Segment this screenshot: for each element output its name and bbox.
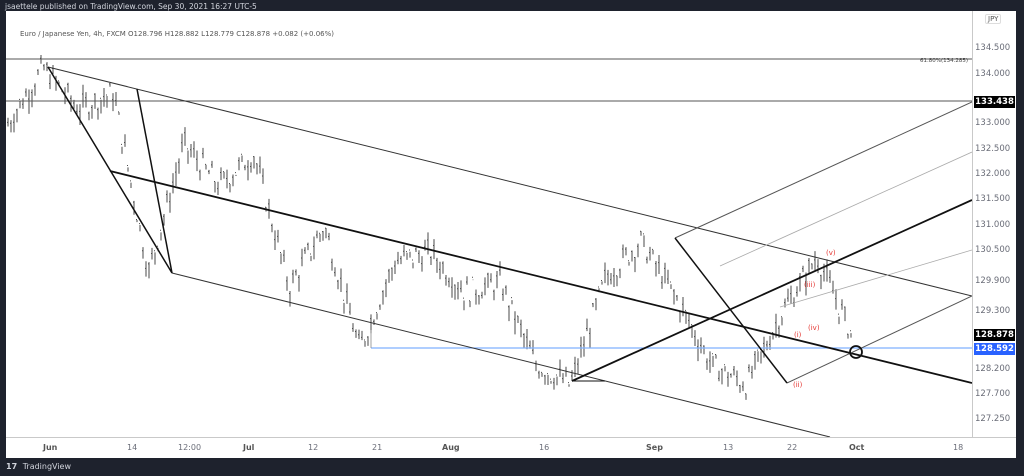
price-tick: 129.300: [975, 306, 1011, 316]
wave-label-ii: (ii): [793, 381, 803, 389]
publisher-line: jsaettele published on TradingView.com, …: [5, 2, 257, 11]
price-tick: 131.000: [975, 220, 1011, 230]
target-circle: [849, 345, 863, 359]
chart-legend: Euro / Japanese Yen, 4h, FXCM O128.796 H…: [20, 30, 334, 38]
time-tick: 12: [308, 443, 319, 452]
price-tick: 129.900: [975, 276, 1011, 286]
time-tick: 18: [953, 443, 964, 452]
price-tag-last: 128.878: [974, 329, 1015, 341]
wave-label-iv: (iv): [808, 324, 820, 332]
time-tick: Sep: [646, 443, 663, 452]
tradingview-branding[interactable]: 17 TradingView: [6, 462, 71, 471]
price-tick: 134.500: [975, 43, 1011, 53]
time-tick: 14: [127, 443, 138, 452]
ohlc-bars: [7, 55, 852, 400]
chart-pane[interactable]: Euro / Japanese Yen, 4h, FXCM O128.796 H…: [6, 11, 1016, 458]
price-tick: 130.500: [975, 245, 1011, 255]
time-tick: Aug: [442, 443, 460, 452]
rising-median-line: [571, 199, 972, 382]
tradingview-logo-icon: 17: [6, 462, 18, 471]
channel-upper-line: [47, 66, 972, 297]
price-tick: 127.700: [975, 389, 1011, 399]
time-tick: 13: [723, 443, 734, 452]
currency-badge: JPY: [985, 14, 1002, 24]
time-axis[interactable]: Jun 14 12:00 Jul 12 21 Aug 16 Sep 13 22 …: [6, 437, 1016, 459]
rising-lower-line: [786, 295, 972, 384]
time-tick: 22: [787, 443, 798, 452]
channel-lower-line: [171, 272, 831, 437]
rising-upper-line: [674, 101, 972, 239]
brand-name: TradingView: [22, 462, 72, 471]
price-tick: 133.000: [975, 118, 1011, 128]
price-tick: 132.000: [975, 169, 1011, 179]
time-tick: Jun: [43, 443, 58, 452]
time-tick: 16: [539, 443, 550, 452]
wave-label-iii: (iii): [804, 281, 816, 289]
time-tick: 21: [372, 443, 383, 452]
chart-plot[interactable]: [6, 11, 972, 437]
time-tick: Oct: [849, 443, 865, 452]
channel-median-line: [109, 170, 972, 384]
wave-label-i: (i): [794, 331, 802, 339]
fib-level-label: 61.80%(134.285): [920, 58, 969, 64]
wave-label-v: (v): [826, 249, 836, 257]
price-tick: 127.250: [975, 414, 1011, 424]
symbol-title: Euro / Japanese Yen, 4h, FXCM: [20, 30, 126, 38]
price-tick: 132.500: [975, 144, 1011, 154]
time-tick: Jul: [243, 443, 255, 452]
price-tick: 128.200: [975, 364, 1011, 374]
price-tag-resistance: 133.438: [974, 96, 1015, 108]
price-axis[interactable]: JPY 134.500 134.000 133.000 132.500 132.…: [972, 11, 1017, 437]
price-tick: 131.500: [975, 194, 1011, 204]
price-tick: 134.000: [975, 69, 1011, 79]
time-tick: 12:00: [178, 443, 202, 452]
ohlc-values: O128.796 H128.882 L128.779 C128.878 +0.0…: [128, 30, 334, 38]
price-tag-support: 128.592: [974, 343, 1015, 355]
